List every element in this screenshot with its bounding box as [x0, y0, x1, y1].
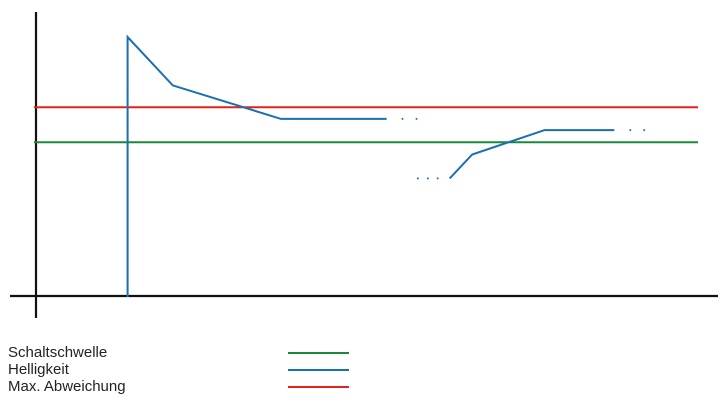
continuation-dot — [643, 129, 646, 132]
line-chart — [10, 12, 718, 318]
continuation-dot — [629, 129, 632, 132]
series-line-helligkeit — [126, 34, 387, 297]
legend-swatch-max-abweichung — [288, 386, 349, 388]
continuation-dot — [415, 117, 418, 120]
legend-label-max-abweichung: Max. Abweichung — [8, 378, 126, 395]
continuation-dot — [416, 177, 419, 180]
legend-swatch-schaltschwelle — [288, 352, 349, 354]
continuation-dot — [436, 177, 439, 180]
legend: Schaltschwelle Helligkeit Max. Abweichun… — [8, 344, 368, 395]
continuation-dot — [401, 117, 404, 120]
continuation-dot — [426, 177, 429, 180]
series-line-helligkeit — [448, 129, 615, 180]
legend-label-schaltschwelle: Schaltschwelle — [8, 344, 108, 361]
legend-swatch-helligkeit — [288, 369, 349, 371]
legend-item: Schaltschwelle — [8, 344, 368, 361]
legend-item: Max. Abweichung — [8, 378, 368, 395]
plot-area — [34, 34, 698, 297]
chart-axes — [10, 12, 718, 318]
legend-label-helligkeit: Helligkeit — [8, 361, 69, 378]
legend-item: Helligkeit — [8, 361, 368, 378]
